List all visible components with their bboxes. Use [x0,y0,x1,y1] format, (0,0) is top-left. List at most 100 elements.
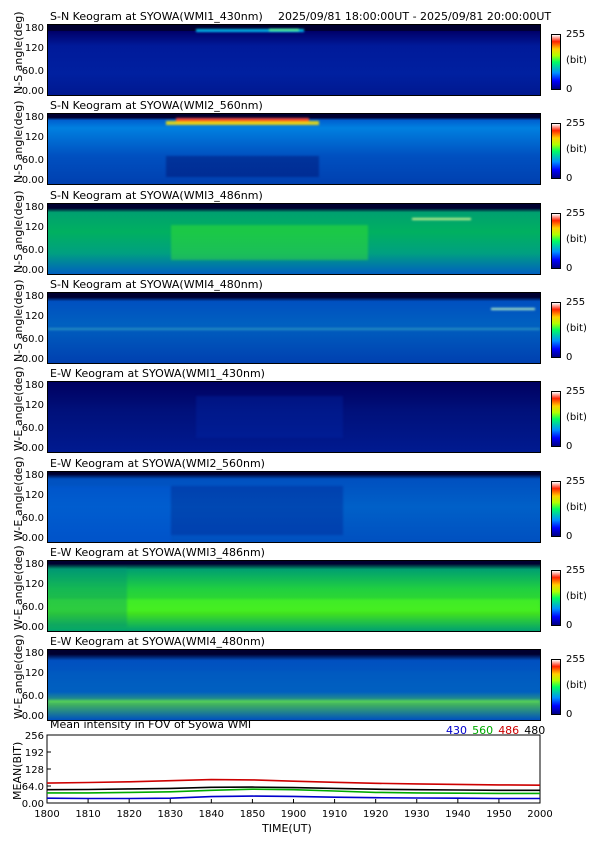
keogram-feature [166,156,319,178]
keogram-ytick: 60.0 [21,333,44,345]
legend-480: 480 [524,724,546,737]
colorbar-max-label: 255 [566,564,586,576]
keogram-panel: S-N Keogram at SYOWA(WMI2_560nm) N-S angl… [0,99,595,187]
keogram-panel: E-W Keogram at SYOWA(WMI4_480nm) W-E angl… [0,634,595,723]
colorbar-unit-label: (bit) [566,501,587,513]
keogram-feature [269,29,299,32]
colorbar [551,659,561,716]
keogram-feature [171,485,344,535]
keogram-feature [166,121,319,125]
keogram-feature [195,396,344,439]
keogram-image [47,649,541,722]
keogram-image [47,24,541,96]
mean-panel-title: Mean intensity in FOV of Syowa WMI [50,718,252,731]
colorbar-max-label: 255 [566,29,586,40]
x-tick-label: 1820 [116,809,141,820]
keogram-ytick: 60.0 [21,155,44,167]
colorbar [551,212,561,269]
colorbar [551,34,561,90]
keogram-ytick: 0.00 [21,264,44,276]
keogram-title: S-N Keogram at SYOWA(WMI1_430nm) [50,10,263,23]
keogram-ytick: 60.0 [21,601,44,613]
keogram-title: E-W Keogram at SYOWA(WMI1_430nm) [50,367,265,381]
keogram-ytick: 60.0 [21,66,44,77]
colorbar [551,301,561,358]
colorbar-unit-label: (bit) [566,144,587,156]
keogram-ytick: 120 [24,578,44,590]
x-tick-label: 1940 [445,809,470,820]
keogram-ytick: 60.0 [21,512,44,524]
keogram-ytick: 180 [24,23,44,34]
x-tick-label: 1920 [363,809,388,820]
colorbar-unit-label: (bit) [566,322,587,334]
y-tick-label: 0.00 [22,799,44,810]
colorbar-min-label: 0 [566,530,573,542]
keogram-feature [48,700,540,704]
colorbar-unit-label: (bit) [566,55,587,66]
keogram-image [47,113,541,186]
keogram-ytick: 120 [24,310,44,322]
keogram-ytick: 60.0 [21,691,44,703]
keogram-title: E-W Keogram at SYOWA(WMI3_486nm) [50,545,265,559]
colorbar-min-label: 0 [566,262,573,274]
keogram-title: S-N Keogram at SYOWA(WMI4_480nm) [50,277,263,291]
keogram-panel: S-N Keogram at SYOWA(WMI1_430nm) N-S angl… [0,10,595,98]
keogram-ytick: 180 [24,558,44,570]
colorbar-unit-label: (bit) [566,680,587,692]
series-line-430 [46,795,540,800]
colorbar [551,123,561,180]
colorbar-unit-label: (bit) [566,590,587,602]
colorbar-max-label: 255 [566,118,586,130]
colorbar [551,391,561,448]
colorbar-min-label: 0 [566,173,573,185]
x-tick-label: 1950 [486,809,511,820]
series-line-486 [46,778,541,786]
keogram-feature [175,118,309,123]
keogram-ytick: 0.00 [21,532,44,544]
x-tick-label: 1850 [240,809,265,820]
keogram-title: E-W Keogram at SYOWA(WMI4_480nm) [50,635,265,649]
keogram-image [47,470,541,543]
colorbar-unit-label: (bit) [566,233,587,245]
keogram-feature [48,599,540,612]
y-tick-label: 64.0 [22,782,44,793]
colorbar-unit-label: (bit) [566,412,587,424]
keogram-feature [490,308,536,310]
x-tick-label: 1810 [75,809,100,820]
colorbar [551,569,561,626]
keogram-ytick: 180 [24,648,44,660]
keogram-title: S-N Keogram at SYOWA(WMI3_486nm) [50,188,263,202]
keogram-ytick: 180 [24,380,44,392]
colorbar-min-label: 0 [566,351,573,363]
keogram-ytick: 0.00 [21,621,44,633]
keogram-ytick: 120 [24,668,44,680]
keogram-feature [48,671,540,689]
colorbar-min-label: 0 [566,709,573,721]
keogram-feature [48,327,540,330]
keogram-ytick: 60.0 [21,423,44,435]
y-tick-label: 128 [25,765,44,776]
keogram-ytick: 0.00 [21,175,44,187]
colorbar-max-label: 255 [566,654,586,666]
keogram-feature [171,224,368,260]
colorbar-max-label: 255 [566,207,586,219]
keogram-ytick: 0.00 [21,86,44,97]
colorbar-max-label: 255 [566,386,586,398]
keogram-panel: E-W Keogram at SYOWA(WMI1_430nm) W-E angl… [0,367,595,455]
legend-486: 486 [498,724,520,737]
keogram-ytick: 0.00 [21,711,44,723]
keogram-title: S-N Keogram at SYOWA(WMI2_560nm) [50,99,263,113]
keogram-image [47,291,541,364]
time-range: 2025/09/81 18:00:00UT - 2025/09/81 20:00… [278,10,552,23]
keogram-ytick: 0.00 [21,353,44,365]
legend-560: 560 [472,724,494,737]
keogram-title: E-W Keogram at SYOWA(WMI2_560nm) [50,456,265,470]
keogram-image [47,559,541,632]
series-line-560 [47,788,540,795]
x-tick-label: 1900 [281,809,306,820]
keogram-feature [195,29,304,32]
x-tick-label: 1830 [158,809,183,820]
keogram-panel: E-W Keogram at SYOWA(WMI3_486nm) W-E angl… [0,545,595,634]
legend-430: 430 [446,724,467,737]
x-tick-label: 1840 [199,809,224,820]
